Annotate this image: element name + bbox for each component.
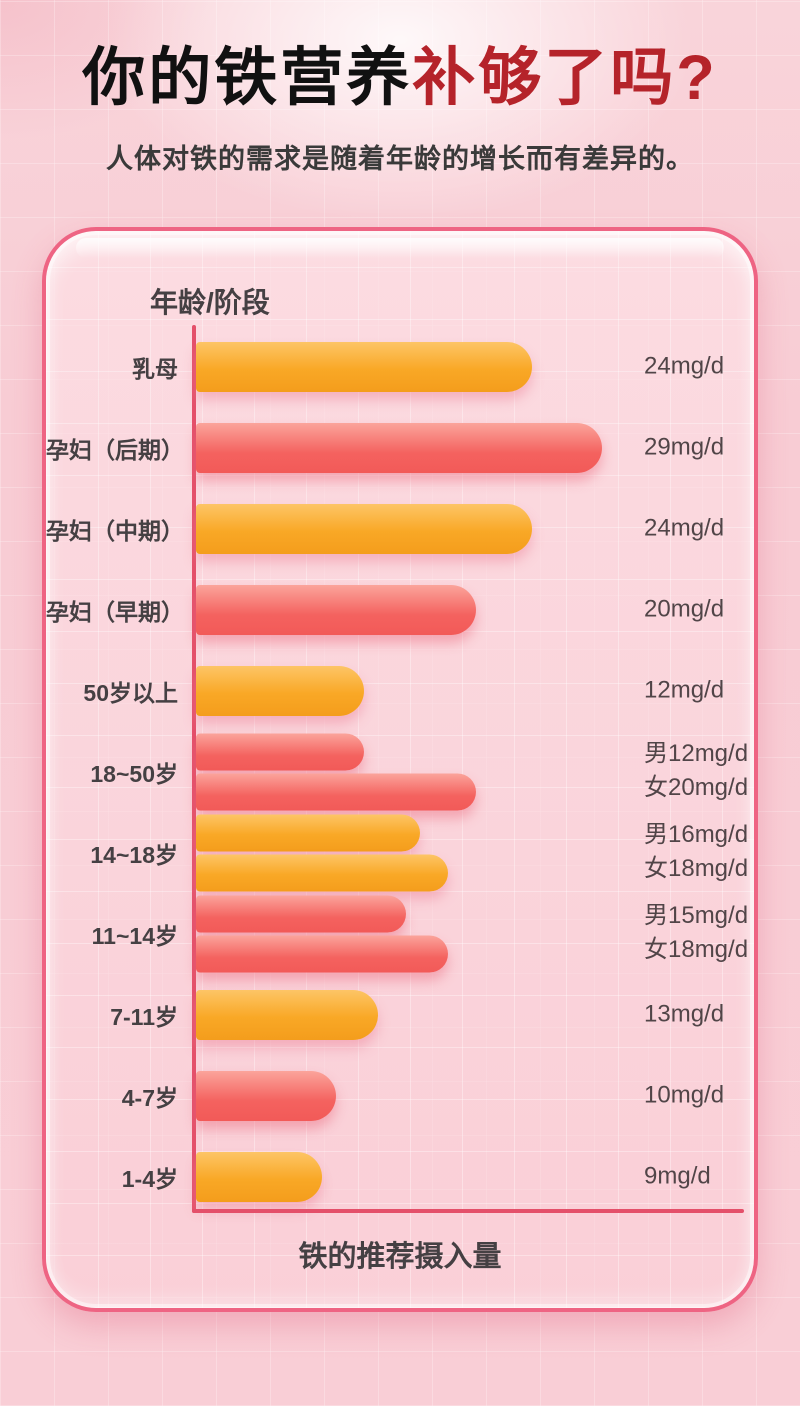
row-label: 14~18岁 xyxy=(90,841,178,868)
row-label: 孕妇（早期） xyxy=(46,598,184,625)
chart-row: 7-11岁 13mg/d xyxy=(46,974,754,1055)
x-axis-label: 铁的推荐摄入量 xyxy=(298,1241,502,1273)
value-line: 男15mg/d xyxy=(644,901,749,929)
row-bars xyxy=(196,989,378,1040)
chart-row: 4-7岁 10mg/d xyxy=(46,1055,754,1136)
row-value-label: 男15mg/d 女18mg/d xyxy=(644,899,748,969)
row-value-label: 20mg/d xyxy=(644,592,724,627)
row-bars xyxy=(196,503,532,554)
row-bars xyxy=(196,1070,336,1121)
bar-女-18mg xyxy=(196,854,448,891)
chart-row: 乳母 24mg/d xyxy=(46,326,754,407)
page-title-black: 你的铁营养 xyxy=(82,43,413,113)
chart-row: 孕妇（后期） 29mg/d xyxy=(46,407,754,488)
bar-9mg xyxy=(196,1151,322,1202)
row-bars xyxy=(196,733,476,810)
row-bars xyxy=(196,341,532,392)
row-label: 50岁以上 xyxy=(83,679,178,706)
value-line: 20mg/d xyxy=(644,595,725,623)
bar-24mg xyxy=(196,341,532,392)
value-line: 24mg/d xyxy=(644,352,725,380)
value-line: 女18mg/d xyxy=(644,855,749,883)
bar-10mg xyxy=(196,1070,336,1121)
chart-row: 18~50岁 男12mg/d 女20mg/d xyxy=(46,731,754,812)
bar-24mg xyxy=(196,503,532,554)
page-title: 你的铁营养补够了吗? xyxy=(0,43,800,113)
bar-男-15mg xyxy=(196,895,406,932)
row-value-label: 9mg/d xyxy=(644,1159,711,1194)
row-value-label: 24mg/d xyxy=(644,511,724,546)
value-line: 男16mg/d xyxy=(644,820,749,848)
value-line: 男12mg/d xyxy=(644,739,749,767)
y-axis-line xyxy=(192,325,196,1213)
value-line: 29mg/d xyxy=(644,433,725,461)
bar-13mg xyxy=(196,989,378,1040)
row-label: 11~14岁 xyxy=(91,922,178,949)
chart-panel: 年龄/阶段 乳母 24mg/d 孕妇（后期） 29mg/d 孕妇（中期） 24mg/d 孕妇… xyxy=(42,227,758,1312)
page-subtitle: 人体对铁的需求是随着年龄的增长而有差异的。 xyxy=(106,144,694,175)
page-title-red: 补够了吗? xyxy=(412,43,718,113)
chart-row: 孕妇（早期） 20mg/d xyxy=(46,569,754,650)
row-label: 乳母 xyxy=(132,355,178,382)
value-line: 10mg/d xyxy=(644,1081,725,1109)
header: 你的铁营养补够了吗? 人体对铁的需求是随着年龄的增长而有差异的。 xyxy=(0,43,800,176)
chart-row: 孕妇（中期） 24mg/d xyxy=(46,488,754,569)
bar-12mg xyxy=(196,665,364,716)
chart-row: 11~14岁 男15mg/d 女18mg/d xyxy=(46,893,754,974)
value-line: 女20mg/d xyxy=(644,774,749,802)
bar-29mg xyxy=(196,422,602,473)
row-value-label: 12mg/d xyxy=(644,673,724,708)
row-label: 4-7岁 xyxy=(121,1084,178,1111)
bar-20mg xyxy=(196,584,476,635)
row-bars xyxy=(196,422,602,473)
bar-男-12mg xyxy=(196,733,364,770)
bar-女-18mg xyxy=(196,935,448,972)
y-axis-label: 年龄/阶段 xyxy=(150,287,270,318)
row-label: 孕妇（后期） xyxy=(46,436,184,463)
chart-row: 14~18岁 男16mg/d 女18mg/d xyxy=(46,812,754,893)
row-label: 孕妇（中期） xyxy=(46,517,184,544)
chart-rows: 乳母 24mg/d 孕妇（后期） 29mg/d 孕妇（中期） 24mg/d 孕妇（早期） 20… xyxy=(46,326,754,1217)
row-label: 7-11岁 xyxy=(110,1003,178,1030)
row-bars xyxy=(196,665,364,716)
row-bars xyxy=(196,814,448,891)
value-line: 13mg/d xyxy=(644,1000,725,1028)
row-value-label: 29mg/d xyxy=(644,430,724,465)
row-label: 18~50岁 xyxy=(90,760,178,787)
bar-女-20mg xyxy=(196,773,476,810)
row-bars xyxy=(196,584,476,635)
row-value-label: 男16mg/d 女18mg/d xyxy=(644,818,748,888)
row-value-label: 24mg/d xyxy=(644,349,724,384)
row-label: 1-4岁 xyxy=(121,1165,178,1192)
chart-row: 1-4岁 9mg/d xyxy=(46,1136,754,1217)
row-value-label: 13mg/d xyxy=(644,997,724,1032)
row-value-label: 男12mg/d 女20mg/d xyxy=(644,737,748,807)
value-line: 24mg/d xyxy=(644,514,725,542)
value-line: 9mg/d xyxy=(644,1162,711,1190)
bar-男-16mg xyxy=(196,814,420,851)
row-bars xyxy=(196,895,448,972)
value-line: 12mg/d xyxy=(644,676,725,704)
x-axis-line xyxy=(192,1209,744,1213)
row-bars xyxy=(196,1151,322,1202)
row-value-label: 10mg/d xyxy=(644,1078,724,1113)
chart-row: 50岁以上 12mg/d xyxy=(46,650,754,731)
value-line: 女18mg/d xyxy=(644,936,749,964)
